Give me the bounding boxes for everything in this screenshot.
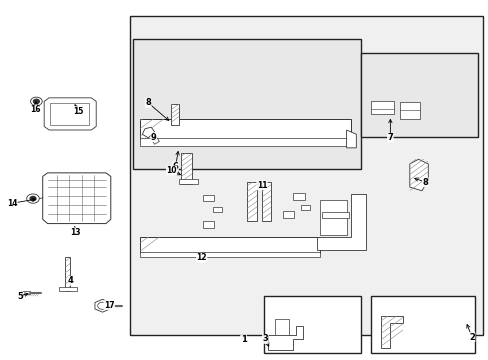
- Bar: [274, 319, 288, 336]
- Circle shape: [27, 194, 39, 203]
- Bar: [181, 153, 192, 184]
- Polygon shape: [42, 173, 111, 224]
- Circle shape: [30, 197, 36, 201]
- Text: 8: 8: [145, 98, 151, 107]
- Polygon shape: [151, 138, 159, 144]
- Polygon shape: [409, 159, 427, 191]
- Text: 4: 4: [68, 276, 74, 285]
- Text: 17: 17: [104, 301, 114, 310]
- Bar: [203, 195, 213, 202]
- Text: 3: 3: [262, 334, 268, 343]
- Bar: [140, 119, 351, 139]
- Text: 10: 10: [166, 166, 177, 175]
- Circle shape: [30, 97, 42, 106]
- Text: 7: 7: [386, 133, 392, 142]
- Bar: [246, 182, 256, 221]
- Text: 2: 2: [468, 333, 474, 342]
- Polygon shape: [317, 194, 366, 249]
- Polygon shape: [346, 130, 356, 148]
- Polygon shape: [21, 291, 30, 294]
- Polygon shape: [142, 127, 154, 138]
- Bar: [170, 104, 179, 125]
- Text: 6: 6: [172, 162, 178, 171]
- Bar: [64, 257, 70, 291]
- Bar: [179, 179, 198, 184]
- Bar: [370, 296, 474, 353]
- Text: 8: 8: [422, 177, 427, 186]
- Bar: [212, 207, 221, 212]
- Bar: [140, 252, 319, 257]
- Text: 11: 11: [256, 181, 267, 190]
- Polygon shape: [267, 327, 302, 350]
- Text: 14: 14: [7, 199, 17, 208]
- Text: 12: 12: [196, 253, 206, 262]
- Text: 16: 16: [30, 105, 41, 114]
- Bar: [50, 103, 89, 125]
- Bar: [301, 205, 309, 210]
- Bar: [399, 103, 419, 118]
- Text: 9: 9: [150, 132, 156, 141]
- Bar: [130, 16, 482, 336]
- Bar: [140, 237, 319, 253]
- Text: 13: 13: [70, 228, 81, 237]
- Text: 5: 5: [17, 292, 23, 301]
- Circle shape: [98, 302, 107, 309]
- Bar: [283, 211, 293, 217]
- Polygon shape: [59, 287, 77, 292]
- Bar: [132, 39, 361, 169]
- Bar: [292, 193, 305, 200]
- Bar: [140, 138, 351, 146]
- Circle shape: [33, 99, 39, 104]
- Bar: [203, 221, 213, 228]
- Bar: [370, 102, 393, 114]
- Polygon shape: [322, 212, 348, 217]
- Bar: [361, 53, 477, 137]
- Bar: [319, 200, 346, 235]
- Polygon shape: [380, 316, 402, 348]
- Polygon shape: [95, 299, 110, 312]
- Bar: [264, 296, 361, 353]
- Bar: [261, 182, 271, 221]
- Polygon shape: [44, 98, 96, 130]
- Text: 15: 15: [73, 107, 83, 116]
- Text: 1: 1: [240, 335, 246, 344]
